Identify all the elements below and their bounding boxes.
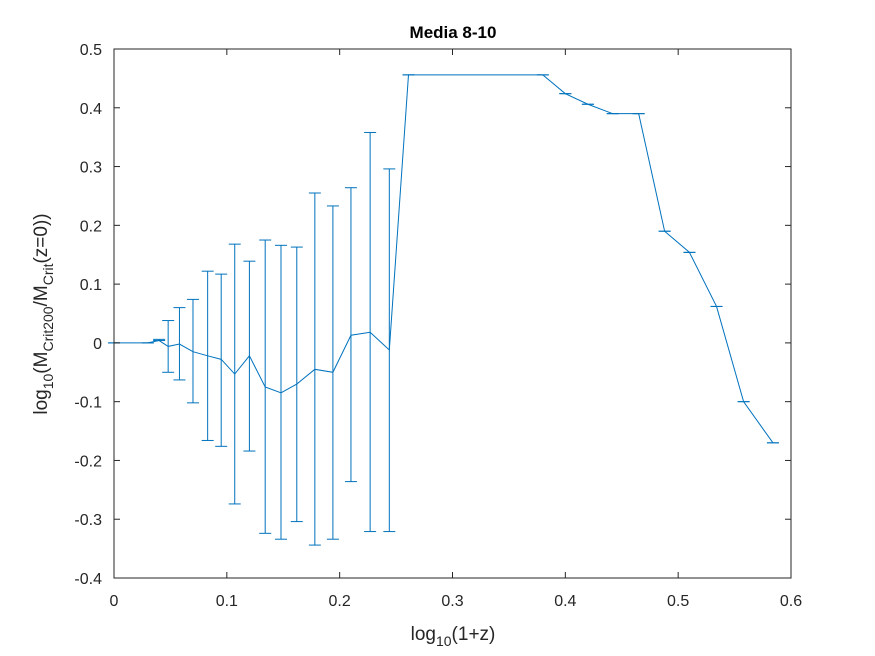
y-tick-label: -0.2 (74, 453, 102, 470)
y-axis-label-part-2: (M (31, 352, 52, 374)
plot-area (114, 49, 791, 578)
x-axis-label-rest: (1+z) (452, 624, 496, 645)
x-axis: 0 0.1 0.2 0.3 0.4 0.5 0.6 (110, 49, 802, 610)
y-tick-label: -0.3 (74, 512, 102, 529)
x-tick-label: 0.6 (780, 593, 802, 610)
y-axis-label-sub-1: 10 (40, 373, 56, 389)
y-axis-label-part-3: /M (31, 285, 52, 306)
x-tick-label: 0.3 (441, 593, 463, 610)
y-tick-label: 0.4 (80, 101, 102, 118)
y-axis-label: log10(MCrit200/MCrit(z=0)) (31, 213, 56, 414)
x-axis-label-base: log (411, 624, 436, 645)
series-layer (108, 74, 779, 546)
y-tick-label: 0.3 (80, 160, 102, 177)
x-tick-label: 0.2 (329, 593, 351, 610)
x-tick-label: 0.1 (216, 593, 238, 610)
y-axis-label-sub-3: Crit (40, 263, 56, 285)
y-axis: -0.4 -0.3 -0.2 -0.1 0 0.1 0.2 0.3 0.4 0.5 (74, 42, 791, 588)
x-tick-label: 0.4 (554, 593, 576, 610)
y-tick-label: -0.1 (74, 395, 102, 412)
x-axis-label-subscript: 10 (436, 633, 452, 649)
y-axis-label-part-1: log (31, 389, 52, 414)
x-axis-label: log10(1+z) (411, 624, 496, 649)
y-axis-label-sub-2: Crit200 (40, 306, 56, 351)
y-tick-label: 0 (93, 336, 102, 353)
y-tick-label: 0.1 (80, 277, 102, 294)
chart-title: Media 8-10 (410, 23, 497, 42)
y-tick-label: 0.5 (80, 42, 102, 59)
x-tick-label: 0 (110, 593, 119, 610)
y-tick-label: -0.4 (74, 571, 102, 588)
y-axis-label-part-4: (z=0)) (31, 213, 52, 263)
y-tick-label: 0.2 (80, 218, 102, 235)
x-tick-label: 0.5 (667, 593, 689, 610)
